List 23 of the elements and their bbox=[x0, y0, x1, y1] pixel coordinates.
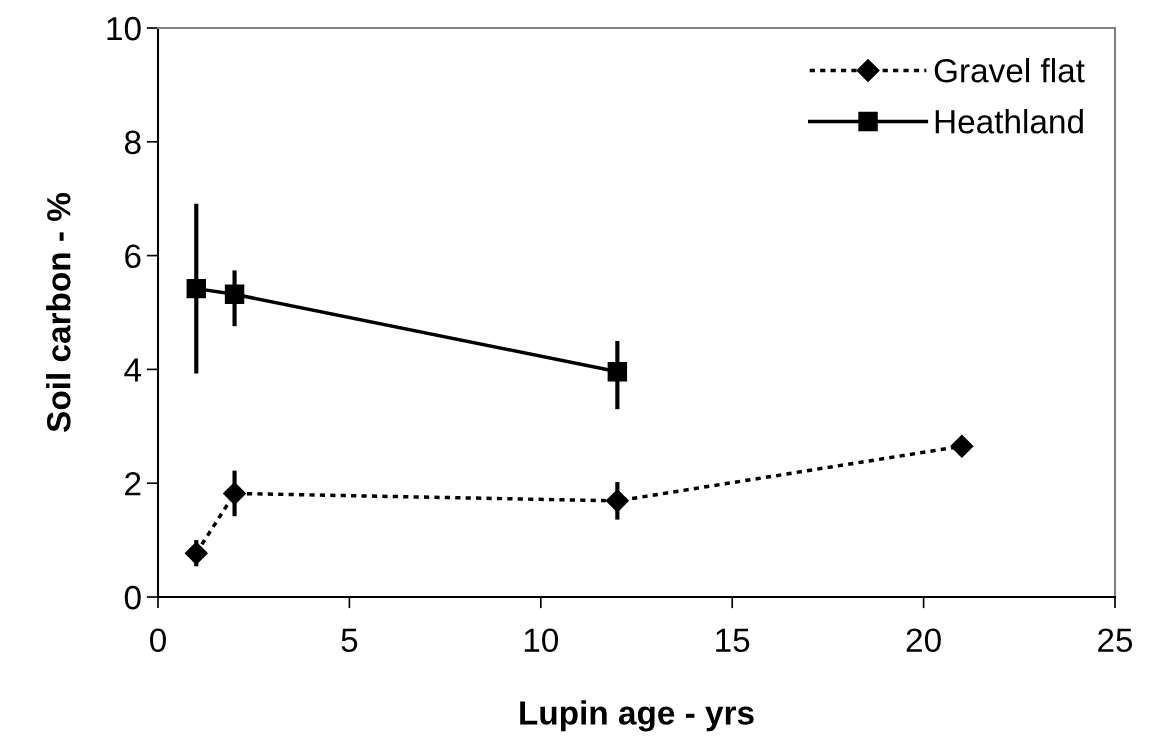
point bbox=[605, 489, 629, 513]
y-tick-label: 10 bbox=[107, 16, 141, 41]
point bbox=[224, 284, 245, 305]
point bbox=[184, 541, 208, 565]
y-tick-label: 0 bbox=[124, 585, 141, 610]
point bbox=[607, 361, 628, 382]
legend-label: Heathland bbox=[935, 109, 1083, 134]
y-tick-label: 6 bbox=[125, 244, 141, 269]
y-axis-title: Soil carbon - % bbox=[46, 192, 71, 432]
x-tick-label: 10 bbox=[524, 628, 559, 653]
x-tick-label: 15 bbox=[716, 628, 750, 653]
y-tick-label: 4 bbox=[124, 358, 142, 382]
x-tick-label: 0 bbox=[150, 628, 166, 653]
point bbox=[950, 434, 974, 458]
legend-label: Gravel flat bbox=[934, 58, 1085, 83]
y-tick-label: 2 bbox=[125, 472, 141, 496]
point bbox=[223, 481, 247, 505]
x-tick-label: 25 bbox=[1098, 628, 1133, 653]
x-tick-label: 5 bbox=[341, 628, 358, 653]
x-tick-label: 20 bbox=[906, 628, 941, 653]
x-axis-title: Lupin age - yrs bbox=[520, 700, 754, 732]
point bbox=[186, 278, 207, 299]
y-tick-label: 8 bbox=[124, 130, 141, 155]
